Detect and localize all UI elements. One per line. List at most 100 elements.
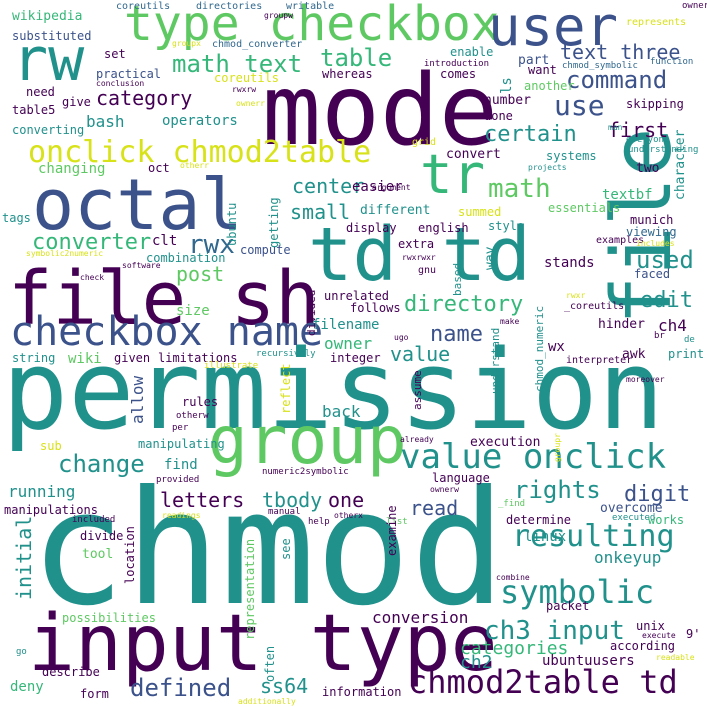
word-convert: convert — [446, 147, 501, 162]
word-textbf: textbf — [602, 187, 653, 203]
word-argument: argument — [372, 183, 411, 192]
word-wiki: wiki — [68, 351, 102, 367]
word-value-onclick: value onclick — [400, 437, 667, 477]
word-mode: mode — [262, 54, 499, 168]
word-chmod-converter: chmod_converter — [212, 39, 303, 50]
word-enable: enable — [450, 45, 494, 59]
word-number: number — [484, 93, 531, 108]
word-group: group — [208, 402, 407, 479]
word-combination: combination — [146, 251, 226, 265]
word-first: first — [608, 118, 669, 142]
word-whereas: whereas — [322, 67, 373, 81]
word-size: size — [176, 303, 210, 319]
word-examine: examine — [385, 505, 399, 556]
word-rw: rw — [12, 25, 85, 95]
word-man: man — [608, 123, 623, 132]
word-tr: tr — [420, 143, 486, 206]
word-comes: comes — [440, 67, 477, 81]
word-function: function — [650, 57, 694, 67]
word-recursively: recursively — [256, 349, 316, 359]
word-numeric2symbolic: numeric2symbolic — [262, 467, 349, 477]
word-go: go — [16, 647, 27, 657]
word-done: done — [484, 109, 513, 123]
word-type-checkbox: type checkbox — [124, 0, 500, 52]
word-give: give — [62, 95, 91, 109]
word-packet: packet — [546, 599, 590, 613]
word-location: location — [123, 526, 137, 584]
word-td-td: td td — [308, 212, 531, 298]
word-categories: categories — [460, 638, 569, 659]
word-manual: manual — [268, 507, 301, 517]
word-per: per — [172, 423, 189, 433]
word-converter: converter — [32, 230, 152, 255]
word-describe: describe — [42, 665, 100, 679]
word-owner: owner — [324, 334, 373, 353]
word-reflect: reflect — [279, 363, 293, 414]
word-character: character — [673, 129, 688, 200]
word-otherx: otherx — [334, 511, 363, 520]
word-integer: integer — [330, 351, 381, 365]
word-check: check — [80, 273, 105, 282]
word-gnu: gnu — [418, 265, 437, 276]
word-readable: readable — [656, 653, 695, 662]
word-english: english — [418, 221, 469, 235]
word-math-text: math text — [172, 50, 303, 78]
word-table5: table5 — [12, 103, 56, 117]
word-introduction: introduction — [424, 59, 490, 69]
word-tool: tool — [82, 547, 114, 562]
word-see: see — [279, 538, 293, 560]
word-used: used — [636, 246, 694, 274]
word-checkbox-name: checkbox name — [10, 309, 324, 355]
word-additionally: additionally — [238, 697, 296, 706]
word-letters: letters — [160, 488, 245, 512]
word-center: center — [292, 174, 365, 198]
word-oct: oct — [148, 161, 170, 175]
word-different: different — [360, 203, 431, 218]
word-back: back — [322, 402, 361, 421]
word-directory: directory — [404, 292, 524, 317]
word-getting: getting — [267, 197, 281, 248]
word-part: part — [518, 53, 550, 68]
word-manipulations: manipulations — [4, 503, 98, 517]
word-easier: easier — [352, 179, 403, 195]
word-writable: writable — [286, 1, 335, 12]
word-form: form — [80, 687, 109, 701]
word-groupw: groupw — [264, 11, 293, 20]
word-rules: rules — [182, 395, 219, 409]
word-faced: faced — [634, 267, 671, 281]
word-another: another — [524, 79, 575, 93]
word-interpreter: interpreter — [566, 355, 633, 366]
word-ls: ls — [499, 77, 515, 94]
word-way: way — [483, 246, 498, 270]
word-deny: deny — [10, 679, 44, 695]
word-rights: rights — [514, 476, 601, 504]
word-coreutils: coreutils — [116, 1, 171, 12]
word-grid: grid — [412, 137, 437, 148]
word-unix: unix — [636, 619, 665, 633]
word-chmod2table-td: chmod2table td — [408, 663, 678, 701]
word-chmod-numeric: chmod_numeric — [533, 305, 546, 392]
word-limitations: limitations — [158, 351, 238, 365]
word-often: often — [263, 645, 277, 682]
word-set: set — [104, 47, 126, 61]
word-includes: includes — [636, 239, 675, 248]
word-file-sh: file sh — [8, 256, 320, 342]
word-ch4: ch4 — [658, 316, 687, 335]
word-awk: awk — [622, 347, 646, 362]
word-representation: representation — [243, 538, 257, 640]
word-value: value — [390, 342, 451, 366]
word-conclusion: conclusion — [96, 79, 145, 88]
word-groupx: groupx — [172, 39, 201, 48]
word-name: name — [430, 322, 483, 347]
word-projects: projects — [528, 163, 567, 172]
word-bash: bash — [86, 112, 125, 131]
word-ownerw: ownerw — [430, 485, 459, 494]
word-certain: certain — [484, 122, 577, 147]
word-understand: understand — [489, 327, 502, 394]
word-follows: follows — [350, 301, 401, 315]
word-represents: represents — [626, 17, 687, 28]
word-octal: octal — [32, 164, 243, 246]
word-munich: munich — [630, 213, 674, 227]
word-post: post — [176, 262, 225, 286]
word-readings: readings — [162, 511, 201, 520]
